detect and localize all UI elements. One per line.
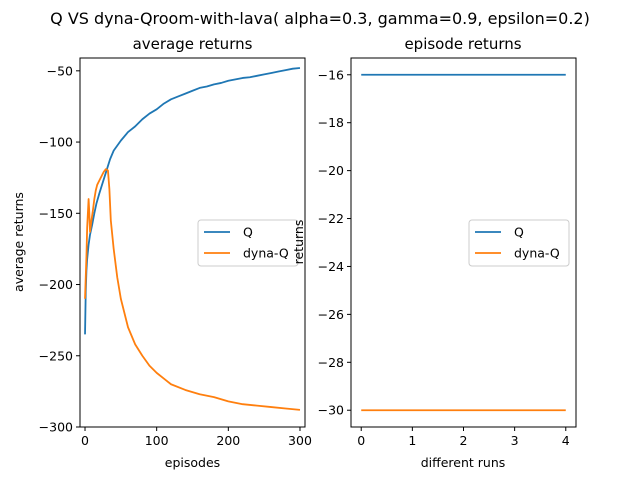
average-returns-ylabel: average returns xyxy=(11,192,26,292)
average-returns-ytick-label: −150 xyxy=(39,206,73,221)
episode-returns-xtick-label: 1 xyxy=(408,433,416,448)
episode-returns-ytick-label: −28 xyxy=(318,355,344,370)
episode-returns-ytick-label: −22 xyxy=(318,211,344,226)
average-returns-legend-label-q: Q xyxy=(243,225,253,240)
average-returns-xlabel: episodes xyxy=(165,455,220,470)
average-returns-ytick-label: −200 xyxy=(39,277,73,292)
episode-returns-ylabel: returns xyxy=(291,220,306,265)
episode-returns-ytick-label: −26 xyxy=(318,307,344,322)
episode-returns-ytick-label: −18 xyxy=(318,115,344,130)
average-returns-title: average returns xyxy=(133,35,253,53)
episode-returns-xtick-label: 2 xyxy=(460,433,468,448)
episode-returns-legend-label-dyna-q: dyna-Q xyxy=(514,246,560,261)
average-returns-ytick-label: −250 xyxy=(39,348,73,363)
episode-returns-title: episode returns xyxy=(404,35,521,53)
episode-returns-xtick-label: 3 xyxy=(511,433,519,448)
average-returns-ytick-label: −300 xyxy=(39,420,73,435)
average-returns-ytick-label: −50 xyxy=(47,63,73,78)
episode-returns-ytick-label: −20 xyxy=(318,163,344,178)
average-returns-xtick-label: 200 xyxy=(216,433,240,448)
episode-returns-xlabel: different runs xyxy=(421,455,506,470)
episode-returns-ytick-label: −30 xyxy=(318,403,344,418)
episode-returns-legend-label-q: Q xyxy=(514,225,524,240)
episode-returns-ytick-label: −24 xyxy=(318,259,344,274)
average-returns-legend-label-dyna-q: dyna-Q xyxy=(243,246,289,261)
figure-suptitle: Q VS dyna-Qroom-with-lava( alpha=0.3, ga… xyxy=(50,9,590,28)
average-returns-xtick-label: 0 xyxy=(81,433,89,448)
average-returns-ytick-label: −100 xyxy=(39,135,73,150)
average-returns-xtick-label: 100 xyxy=(145,433,169,448)
episode-returns-xtick-label: 0 xyxy=(357,433,365,448)
episode-returns-ytick-label: −16 xyxy=(318,67,344,82)
average-returns-xtick-label: 300 xyxy=(288,433,312,448)
episode-returns-xtick-label: 4 xyxy=(562,433,570,448)
